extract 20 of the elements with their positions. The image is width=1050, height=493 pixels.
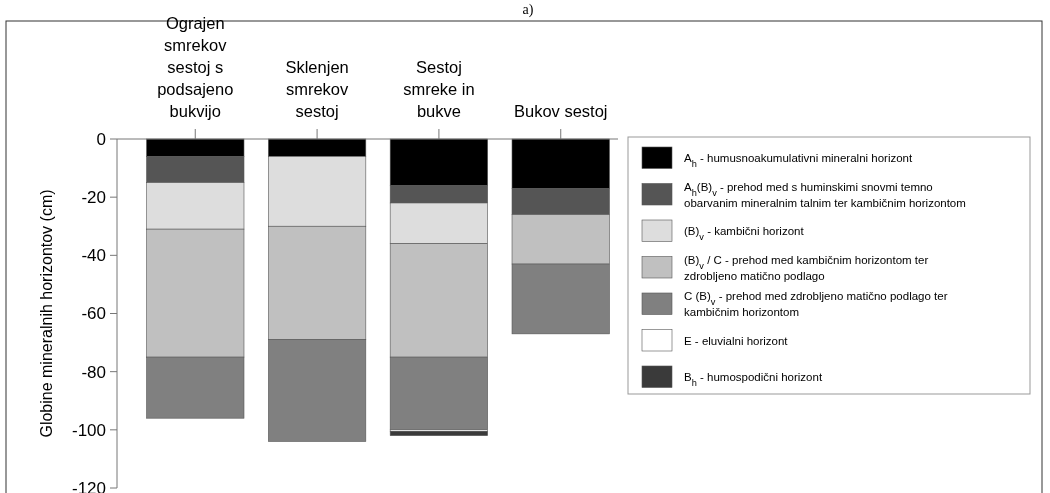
x-tick-label: Bukov sestoj	[513, 102, 608, 120]
bar	[389, 430, 488, 436]
x-tick-label: Ograjen smrekov sestoj s podsajeno bukvijo	[157, 14, 234, 120]
y-tick-label: 0	[96, 129, 106, 149]
y-tick-label: -40	[81, 246, 106, 266]
x-tick-label: Sklenjen smrekov sestoj	[285, 58, 350, 120]
chart-title: a)	[522, 2, 534, 18]
legend-label: (B)$_{v}$ / C - prehod med kambičnim horizontom ter zdrobljeno matično podlago	[684, 253, 929, 282]
legend-label: A$_{h}$ - humusnoakumulativni mineralni horizont	[684, 152, 914, 170]
y-tick-label: -80	[81, 362, 106, 382]
legend-label: E - eluvialni horizont	[684, 334, 789, 347]
legend-label: C (B)$_{v}$ - prehod med zdrobljeno matično podlago ter kambičnim horizontom	[684, 290, 948, 319]
y-tick-label: -60	[81, 304, 106, 324]
legend-label: B$_{h}$ - humospodični horizont	[684, 371, 823, 389]
y-tick-label: -100	[71, 420, 106, 440]
y-axis-title: Globine mineralnih horizontov (cm)	[38, 189, 55, 438]
legend-label: A$_{h}$(B)$_{v}$ - prehod med s huminskimi snovmi temno obarvanim mineralnim talnim ter kambičnim horizontom	[684, 180, 966, 209]
y-tick-label: -20	[81, 188, 106, 208]
x-tick-label: Sestoj smreke in bukve	[403, 58, 475, 120]
legend-label: (B)$_{v}$ - kambični horizont	[684, 225, 805, 243]
